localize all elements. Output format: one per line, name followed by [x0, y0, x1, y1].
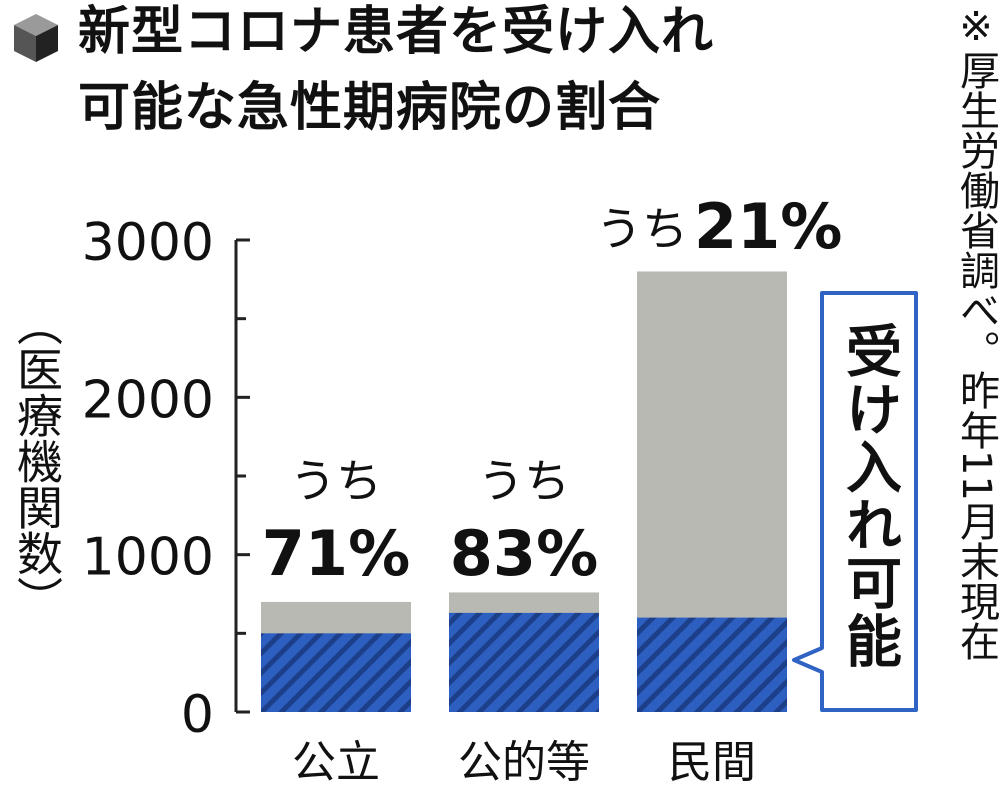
y-tick-label: 2000	[82, 370, 214, 430]
y-tick-label: 1000	[82, 528, 214, 588]
title-cube-icon	[14, 14, 58, 62]
callout-box	[792, 291, 918, 712]
y-axis-label: （医療機関数）	[10, 300, 64, 622]
x-tick-label: 公立	[292, 737, 380, 787]
annotation-prefix: うち	[478, 454, 570, 508]
bar-accepting	[261, 633, 411, 712]
y-tick-label: 3000	[82, 213, 214, 273]
bar-accepting	[449, 612, 599, 712]
x-tick-label: 公的等	[458, 737, 590, 787]
y-tick-label: 0	[181, 685, 214, 745]
callout-text: 受け入れ可能	[837, 322, 902, 670]
source-note: ※厚生労働省調べ。昨年11月末現在	[953, 4, 999, 661]
bar-accepting	[637, 617, 787, 712]
annotation-prefix: うち	[596, 202, 688, 256]
accepting-callout: 受け入れ可能	[792, 291, 918, 712]
annotation-value: 83%	[450, 517, 598, 590]
chart-title-line1: 新型コロナ患者を受け入れ	[78, 2, 715, 62]
annotation-prefix: うち	[290, 454, 382, 508]
annotation-value: 71%	[262, 517, 410, 590]
chart-title-line2: 可能な急性期病院の割合	[78, 78, 662, 138]
x-tick-label: 民間	[668, 737, 756, 787]
annotation-value: 21%	[694, 190, 842, 263]
